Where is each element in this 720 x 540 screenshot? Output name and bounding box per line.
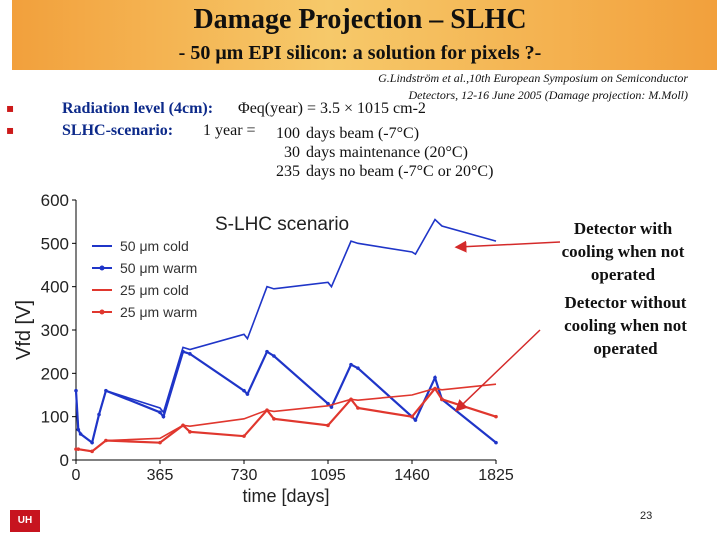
bullet-square-icon: ▪ (6, 123, 15, 137)
series-point-1 (272, 354, 276, 358)
series-point-1 (188, 352, 192, 356)
arrow-with-cooling (454, 240, 561, 253)
annotation-without-cooling: Detector without cooling when not operat… (543, 291, 708, 360)
scenario-days: 235 (276, 163, 300, 180)
x-tick-label: 730 (231, 467, 258, 484)
series-point-1 (76, 427, 81, 432)
series-point-1 (326, 401, 330, 406)
scenario-row: 100 days beam (-7°C) (266, 125, 419, 143)
scenario-label: SLHC-scenario: (62, 122, 174, 139)
page-number: 23 (640, 510, 653, 522)
x-tick-label: 1460 (394, 467, 430, 484)
legend-marker (99, 265, 105, 271)
series-point-3 (326, 423, 330, 428)
legend-label: 50 μm cold (120, 238, 189, 254)
y-tick-label: 300 (41, 321, 69, 340)
arrow-without-cooling (454, 329, 541, 412)
scenario-days: 30 (284, 144, 300, 161)
series-point-3 (433, 386, 437, 391)
series-point-1 (90, 440, 94, 445)
y-tick-label: 0 (60, 451, 69, 470)
series-point-3 (356, 406, 360, 410)
scenario-days: 100 (276, 125, 300, 142)
y-tick-label: 200 (41, 364, 69, 383)
series-point-3 (265, 408, 269, 412)
series-point-3 (410, 414, 414, 419)
series-point-1 (78, 432, 83, 436)
annotation-without-cooling-text: Detector without cooling when not operat… (564, 293, 687, 358)
series-point-1 (413, 418, 418, 422)
annotation-with-cooling: Detector with cooling when not operated (548, 217, 698, 286)
series-point-1 (349, 362, 353, 367)
university-logo: UH (10, 510, 40, 532)
series-point-3 (90, 449, 94, 454)
scenario-description: days maintenance (20°C) (306, 144, 468, 161)
y-tick-label: 500 (41, 234, 69, 253)
bullet-square-icon: ▪ (6, 101, 15, 115)
page-subtitle: - 50 μm EPI silicon: a solution for pixe… (178, 42, 542, 64)
series-point-3 (272, 417, 276, 421)
x-tick-label: 365 (147, 467, 174, 484)
series-point-1 (356, 366, 360, 370)
y-tick-label: 600 (41, 191, 69, 210)
series-line-1 (74, 350, 497, 445)
x-tick-label: 1825 (478, 467, 514, 484)
series-point-1 (494, 440, 498, 445)
series-point-3 (76, 447, 81, 451)
chart-area: 0 100 200 300 400 500 600 0 365 730 1095 1460 1825 ti… (0, 178, 720, 508)
reference-citation: G.Lindström et al.,10th European Symposi… (318, 70, 688, 104)
series-point-1 (158, 410, 162, 415)
reference-line-2: Detectors, 12-16 June 2005 (Damage proje… (408, 88, 689, 102)
series-point-1 (161, 414, 166, 419)
radiation-label: Radiation level (4cm): (62, 100, 214, 117)
x-axis-label: time [days] (242, 486, 329, 506)
scenario-description: days beam (-7°C) (306, 125, 420, 142)
series-point-1 (242, 388, 246, 393)
series-point-3 (349, 397, 353, 402)
series-point-3 (494, 414, 498, 419)
scenario-description: days no beam (-7°C or 20°C) (306, 163, 494, 180)
y-tick-label: 400 (41, 278, 69, 297)
page-title: Damage Projection – SLHC (193, 4, 527, 35)
x-tick-label: 0 (72, 467, 81, 484)
series-point-3 (188, 430, 192, 434)
vfd-chart: 0 100 200 300 400 500 600 0 365 730 1095 1460 1825 ti… (13, 191, 561, 506)
legend-label: 25 μm cold (120, 282, 189, 298)
scenario-row: 235 days no beam (-7°C or 20°C) (266, 163, 493, 181)
chart-title: S-LHC scenario (215, 214, 349, 235)
series-point-1 (265, 349, 269, 354)
series-point-1 (245, 392, 250, 396)
series-point-3 (181, 423, 185, 428)
series-point-1 (433, 375, 437, 380)
series-line-3 (76, 386, 497, 453)
title-banner (12, 0, 717, 70)
legend-label: 50 μm warm (120, 260, 197, 276)
scenario-row: 30 days maintenance (20°C) (266, 144, 468, 162)
series-point-1 (104, 388, 108, 393)
series-point-1 (97, 412, 101, 417)
series-point-3 (104, 438, 108, 443)
series-point-1 (329, 405, 334, 409)
series-point-1 (74, 388, 78, 393)
scenario-prefix: 1 year = (203, 122, 256, 139)
annotation-with-cooling-text: Detector with cooling when not operated (561, 219, 685, 284)
series-point-1 (181, 349, 185, 354)
y-axis-label: Vfd [V] (13, 300, 35, 360)
x-tick-label: 1095 (310, 467, 346, 484)
series-point-3 (440, 397, 444, 402)
reference-line-1: G.Lindström et al.,10th European Symposi… (378, 71, 688, 85)
radiation-text: Φeq(year) = 3.5 × 1015 cm-2 (238, 100, 426, 117)
series-point-3 (242, 434, 246, 438)
legend-marker (99, 309, 105, 315)
series-point-3 (158, 440, 162, 445)
y-tick-label: 100 (41, 408, 69, 427)
legend-label: 25 μm warm (120, 304, 197, 320)
